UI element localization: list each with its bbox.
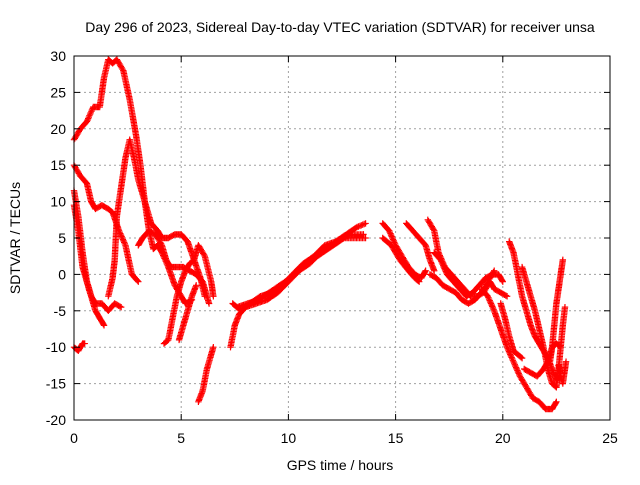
data-series-arc-8 bbox=[160, 242, 217, 347]
tick-label-layer: 0 5 10 15 20 25 -20 -15 -10 -5 0 5 10 15 20 25 30 bbox=[46, 48, 618, 446]
data-series-arc-9 bbox=[175, 282, 200, 344]
data-point-markers bbox=[195, 344, 217, 405]
data-point-markers bbox=[227, 231, 367, 351]
x-tick-label: 0 bbox=[70, 430, 78, 446]
data-point-markers bbox=[135, 227, 213, 307]
data-series-arc-21 bbox=[497, 300, 526, 362]
data-series-arc-10 bbox=[195, 344, 217, 405]
x-tick-label: 20 bbox=[495, 430, 511, 446]
data-series-arc-14 bbox=[379, 220, 429, 282]
data-series-arc-25 bbox=[546, 256, 567, 365]
y-tick-label: -20 bbox=[46, 412, 66, 428]
y-tick-label: -15 bbox=[46, 376, 66, 392]
data-point-markers bbox=[379, 234, 423, 285]
chart-title: Day 296 of 2023, Sidereal Day-to-day VTE… bbox=[85, 19, 595, 35]
data-point-markers bbox=[497, 300, 526, 362]
y-tick-label: 15 bbox=[50, 157, 66, 173]
data-point-markers bbox=[431, 249, 506, 300]
y-tick-label: 25 bbox=[50, 84, 66, 100]
data-series-arc-16 bbox=[403, 220, 438, 274]
x-tick-label: 10 bbox=[281, 430, 297, 446]
y-tick-label: 30 bbox=[50, 48, 66, 64]
y-tick-label: 0 bbox=[58, 266, 66, 282]
data-series-arc-20 bbox=[478, 285, 560, 413]
data-point-markers bbox=[546, 256, 567, 365]
data-series-arc-11 bbox=[227, 231, 367, 351]
y-tick-label: -5 bbox=[54, 303, 67, 319]
data-point-markers bbox=[478, 285, 560, 413]
data-series-arc-13 bbox=[233, 234, 369, 311]
data-point-markers bbox=[555, 358, 570, 387]
y-tick-label: 5 bbox=[58, 230, 66, 246]
y-tick-label: 20 bbox=[50, 121, 66, 137]
data-point-markers bbox=[233, 234, 369, 311]
y-axis-label: SDTVAR / TECUs bbox=[7, 182, 23, 294]
data-series-arc-18 bbox=[431, 249, 506, 300]
y-tick-label: -10 bbox=[46, 339, 66, 355]
data-point-markers bbox=[175, 282, 200, 344]
tick-layer bbox=[73, 55, 611, 421]
data-series-arc-15 bbox=[379, 234, 423, 285]
x-tick-label: 25 bbox=[602, 430, 618, 446]
data-series-arc-27 bbox=[555, 358, 570, 387]
data-point-markers bbox=[403, 220, 438, 274]
x-axis-label: GPS time / hours bbox=[287, 457, 394, 473]
x-tick-label: 5 bbox=[177, 430, 185, 446]
data-point-markers bbox=[160, 242, 217, 347]
y-tick-label: 10 bbox=[50, 194, 66, 210]
x-tick-label: 15 bbox=[388, 430, 404, 446]
data-point-markers bbox=[379, 220, 429, 282]
data-layer bbox=[70, 56, 570, 413]
data-series-arc-7 bbox=[135, 227, 213, 307]
